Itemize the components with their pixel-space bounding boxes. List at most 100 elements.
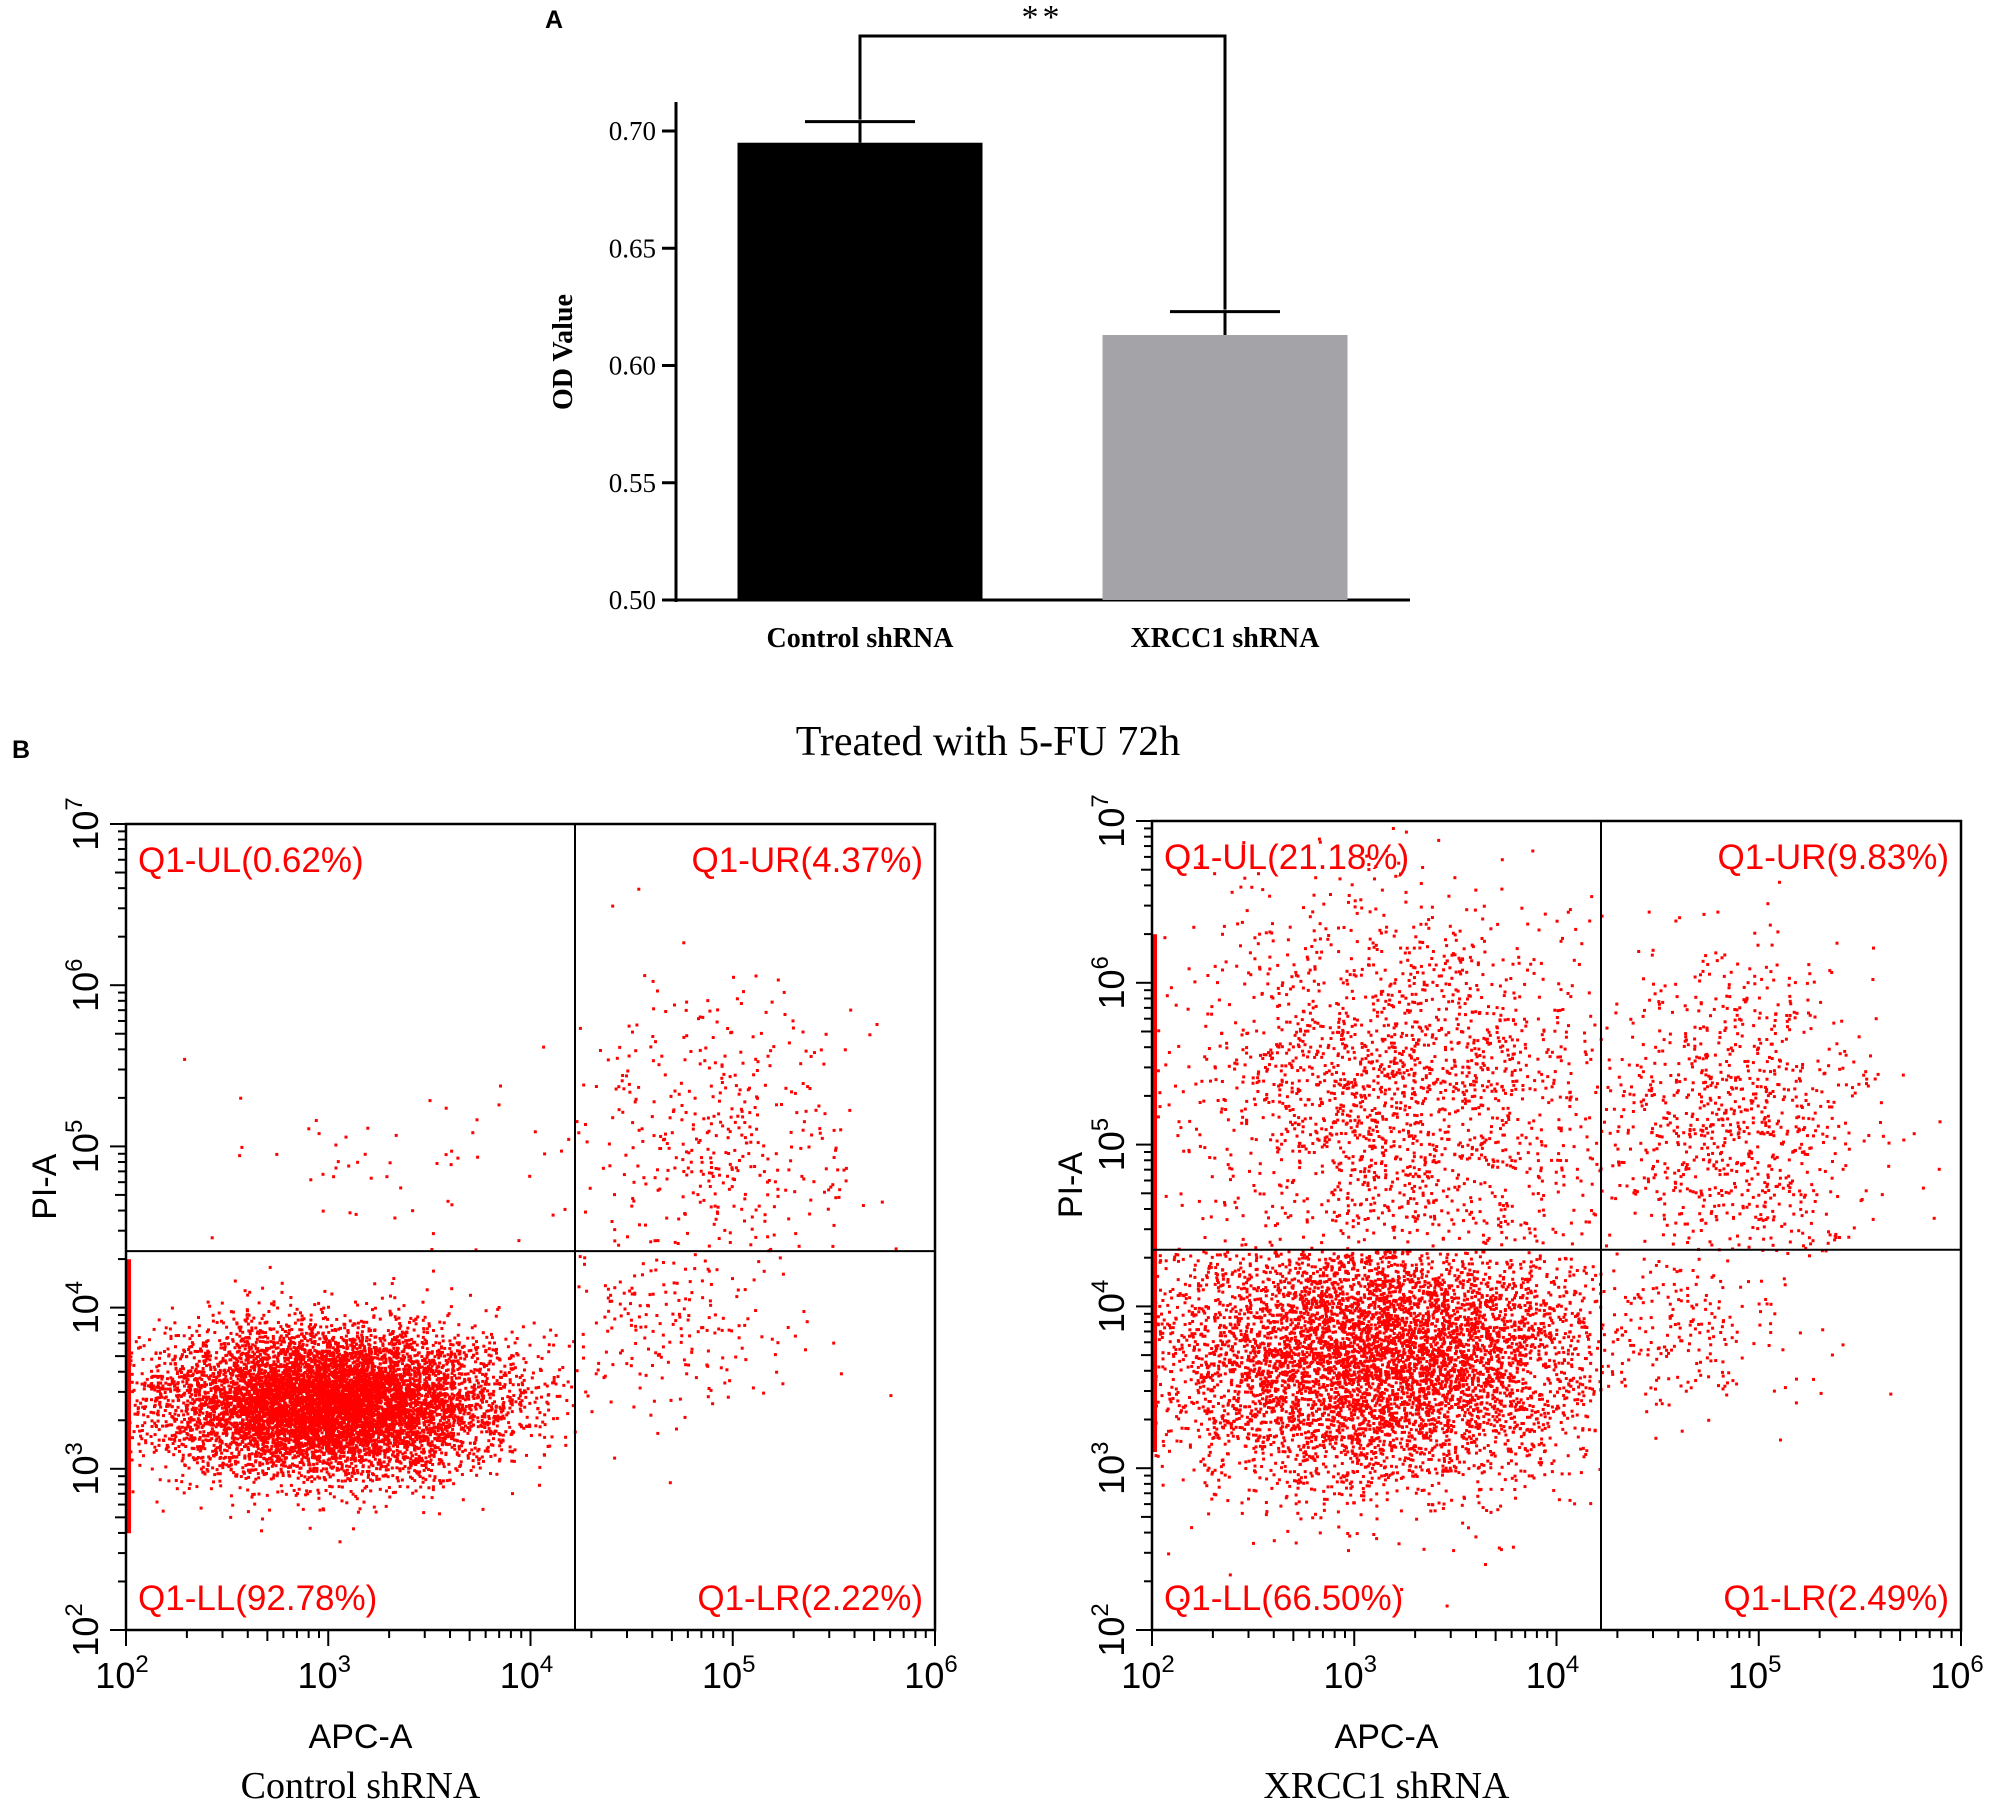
event-dot [453, 1414, 457, 1418]
event-dot [490, 1405, 493, 1409]
event-dot [431, 1387, 435, 1391]
event-dot [237, 1402, 241, 1406]
event-dot [272, 1300, 276, 1304]
event-dot [474, 1348, 478, 1352]
event-dot [220, 1319, 223, 1323]
event-dot [383, 1442, 387, 1446]
event-dot [231, 1382, 235, 1386]
event-dot [416, 1390, 420, 1394]
event-dot [432, 1329, 435, 1332]
event-dot [282, 1336, 286, 1340]
event-dot [227, 1456, 231, 1459]
event-dot [421, 1480, 425, 1484]
event-dot [456, 1418, 460, 1422]
event-dot [297, 1438, 301, 1442]
event-dot [271, 1454, 275, 1458]
event-dot [442, 1436, 445, 1440]
event-dot [285, 1406, 289, 1410]
panel-a-label: A [545, 6, 563, 34]
event-dot [359, 1371, 363, 1375]
event-dot [456, 1368, 460, 1371]
event-dot [159, 1393, 163, 1396]
event-dot [239, 1398, 243, 1402]
event-dot [356, 1471, 360, 1475]
event-dot [225, 1391, 229, 1395]
event-dot [475, 1455, 479, 1459]
event-dot [342, 1372, 346, 1376]
event-dot [483, 1426, 487, 1429]
event-dot [235, 1446, 239, 1450]
event-dot [486, 1423, 490, 1427]
event-dot [264, 1331, 268, 1335]
event-dot [358, 1418, 362, 1422]
event-dot [350, 1461, 354, 1465]
event-dot [416, 1403, 420, 1406]
event-dot [499, 1407, 503, 1411]
event-dot [451, 1362, 455, 1365]
event-dot [142, 1387, 146, 1391]
event-dot [182, 1429, 186, 1433]
event-dot [403, 1421, 407, 1425]
event-dot [460, 1421, 464, 1425]
event-dot [169, 1437, 173, 1441]
event-dot [318, 1448, 322, 1452]
event-dot [345, 1424, 349, 1428]
event-dot [496, 1307, 500, 1311]
event-dot [442, 1421, 445, 1425]
event-dot [276, 1456, 280, 1460]
event-dot [369, 1432, 373, 1436]
event-dot [356, 1351, 360, 1355]
event-dot [350, 1425, 353, 1429]
event-dot [213, 1331, 217, 1334]
event-dot [314, 1323, 317, 1327]
event-dot [250, 1326, 254, 1330]
event-dot [191, 1418, 195, 1422]
event-dot [294, 1443, 298, 1446]
event-dot [531, 1371, 535, 1375]
event-dot [335, 1317, 339, 1321]
event-dot [351, 1379, 355, 1383]
event-dot [150, 1442, 154, 1446]
event-dot [267, 1346, 271, 1350]
event-dot [300, 1434, 304, 1438]
event-dot [372, 1315, 376, 1319]
event-dot [168, 1423, 172, 1427]
event-dot [230, 1368, 234, 1372]
event-dot [411, 1461, 415, 1465]
event-dot [249, 1427, 253, 1431]
event-dot [367, 1327, 371, 1331]
event-dot [482, 1344, 486, 1348]
event-dot [152, 1450, 156, 1454]
event-dot [364, 1447, 368, 1451]
event-dot [481, 1331, 485, 1335]
event-dot [225, 1336, 229, 1340]
event-dot [335, 1435, 339, 1439]
event-dot [408, 1460, 412, 1464]
event-dot [180, 1480, 184, 1484]
event-dot [378, 1467, 382, 1471]
event-dot [225, 1408, 229, 1412]
event-dot [201, 1445, 205, 1449]
event-dot [368, 1343, 372, 1347]
event-dot [491, 1362, 495, 1366]
event-dot [255, 1440, 259, 1444]
event-dot [435, 1432, 439, 1436]
event-dot [240, 1360, 244, 1364]
event-dot [393, 1379, 396, 1383]
event-dot [270, 1345, 274, 1349]
event-dot [464, 1405, 468, 1408]
event-dot [411, 1459, 415, 1463]
event-dot [401, 1362, 404, 1366]
event-dot [417, 1370, 421, 1373]
event-dot [134, 1340, 138, 1344]
event-dot [460, 1444, 464, 1448]
event-dot [247, 1342, 251, 1346]
event-dot [394, 1436, 398, 1440]
event-dot [479, 1362, 483, 1365]
event-dot [374, 1427, 378, 1431]
event-dot [456, 1421, 460, 1425]
event-dot [469, 1420, 473, 1424]
event-dot [379, 1449, 383, 1453]
event-dot [366, 1363, 370, 1367]
event-dot [285, 1414, 289, 1418]
